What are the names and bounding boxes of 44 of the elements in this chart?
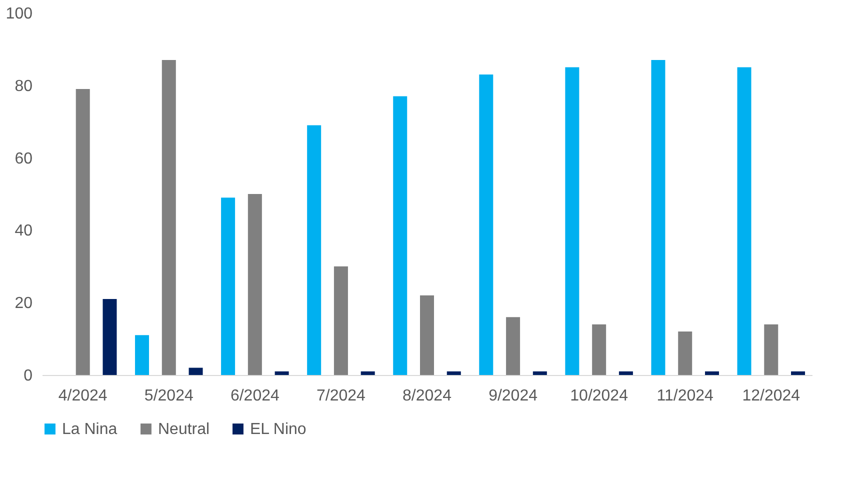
legend-label: Neutral: [158, 421, 210, 438]
bar: [393, 96, 408, 375]
x-tick-label: 11/2024: [656, 388, 714, 404]
bar: [532, 371, 547, 375]
bar: [592, 324, 606, 375]
bar: [188, 368, 203, 375]
bar: [506, 317, 520, 375]
bar: [618, 371, 633, 375]
y-tick-label: 40: [14, 222, 33, 240]
bar: [135, 335, 150, 375]
bar: [248, 194, 262, 375]
bar: [678, 332, 692, 375]
x-tick-label: 5/2024: [144, 388, 194, 404]
bar: [565, 67, 580, 375]
bar: [704, 371, 719, 375]
y-tick-label: 20: [14, 295, 33, 312]
bar: [446, 371, 461, 375]
y-tick-label: 100: [6, 6, 33, 22]
bar: [76, 89, 90, 375]
legend-label: EL Nino: [250, 421, 306, 438]
y-tick-label: 80: [14, 78, 33, 95]
x-tick-label: 8/2024: [402, 388, 452, 404]
bar: [334, 266, 348, 375]
x-tick-label: 10/2024: [570, 388, 628, 404]
x-tick-label: 4/2024: [58, 388, 108, 404]
bar: [737, 67, 752, 375]
bar: [764, 324, 778, 375]
bar: [162, 60, 176, 375]
x-tick-label: 12/2024: [742, 388, 800, 404]
bar: [791, 371, 806, 375]
bar: [420, 295, 434, 375]
bar: [479, 74, 494, 375]
x-tick-label: 6/2024: [230, 388, 280, 404]
bar: [274, 371, 289, 375]
bar: [307, 125, 322, 375]
bar: [360, 371, 375, 375]
x-tick-label: 9/2024: [488, 388, 538, 404]
y-tick-label: 60: [14, 150, 33, 168]
legend-label: La Nina: [62, 421, 118, 438]
bar: [651, 60, 666, 375]
bar: [102, 298, 117, 375]
y-tick-label: 0: [24, 368, 33, 384]
bar: [221, 198, 236, 375]
x-tick-label: 7/2024: [316, 388, 366, 404]
